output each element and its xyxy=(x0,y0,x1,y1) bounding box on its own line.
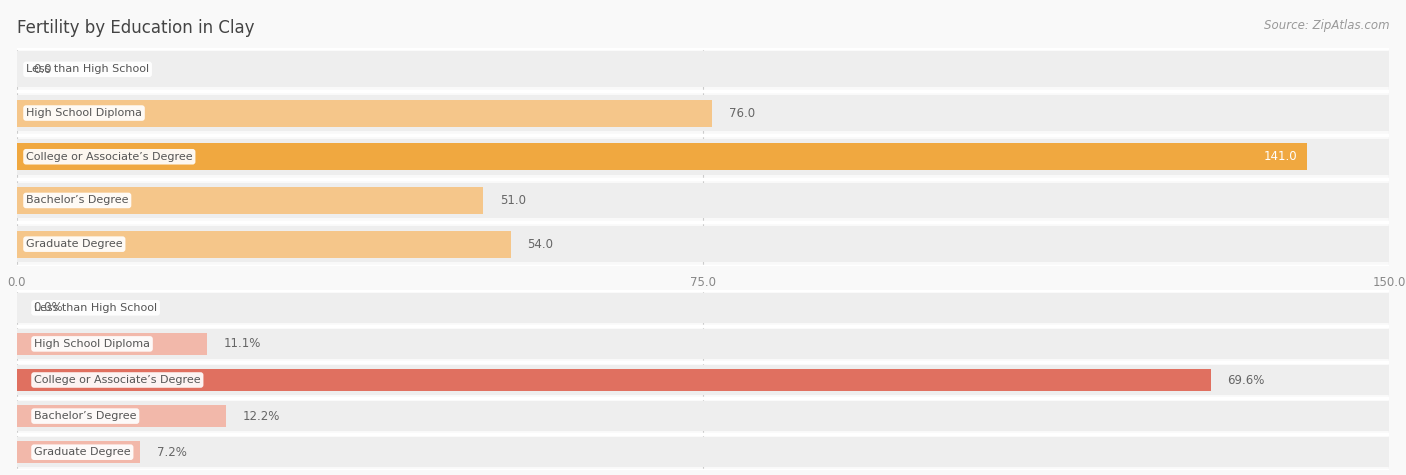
Text: 54.0: 54.0 xyxy=(527,238,554,251)
Text: Bachelor’s Degree: Bachelor’s Degree xyxy=(34,411,136,421)
Bar xyxy=(17,230,510,258)
Bar xyxy=(17,329,1389,359)
Text: 0.0: 0.0 xyxy=(34,63,52,76)
Bar xyxy=(17,95,1389,131)
Text: Graduate Degree: Graduate Degree xyxy=(27,239,122,249)
Bar xyxy=(17,99,713,127)
Text: Less than High School: Less than High School xyxy=(34,303,157,313)
Text: 0.0%: 0.0% xyxy=(34,301,63,314)
Bar xyxy=(17,365,1389,395)
Text: 141.0: 141.0 xyxy=(1264,150,1298,163)
Text: Source: ZipAtlas.com: Source: ZipAtlas.com xyxy=(1264,19,1389,32)
Text: 51.0: 51.0 xyxy=(501,194,526,207)
Text: High School Diploma: High School Diploma xyxy=(34,339,150,349)
Bar xyxy=(17,187,484,214)
Bar xyxy=(17,437,1389,467)
Text: High School Diploma: High School Diploma xyxy=(27,108,142,118)
Text: Fertility by Education in Clay: Fertility by Education in Clay xyxy=(17,19,254,37)
Text: Graduate Degree: Graduate Degree xyxy=(34,447,131,457)
Bar xyxy=(17,182,1389,218)
Bar xyxy=(17,143,1306,171)
Bar xyxy=(17,293,1389,323)
Text: 11.1%: 11.1% xyxy=(224,337,262,351)
Text: 69.6%: 69.6% xyxy=(1227,373,1264,387)
Bar xyxy=(17,332,207,355)
Text: College or Associate’s Degree: College or Associate’s Degree xyxy=(27,152,193,162)
Bar xyxy=(17,369,1211,391)
Bar xyxy=(17,51,1389,87)
Text: College or Associate’s Degree: College or Associate’s Degree xyxy=(34,375,201,385)
Text: Bachelor’s Degree: Bachelor’s Degree xyxy=(27,195,128,206)
Bar xyxy=(17,441,141,464)
Text: Less than High School: Less than High School xyxy=(27,64,149,75)
Bar xyxy=(17,405,226,428)
Bar xyxy=(17,226,1389,262)
Text: 76.0: 76.0 xyxy=(728,106,755,120)
Text: 12.2%: 12.2% xyxy=(243,409,280,423)
Text: 7.2%: 7.2% xyxy=(157,446,187,459)
Bar xyxy=(17,139,1389,175)
Bar xyxy=(17,401,1389,431)
